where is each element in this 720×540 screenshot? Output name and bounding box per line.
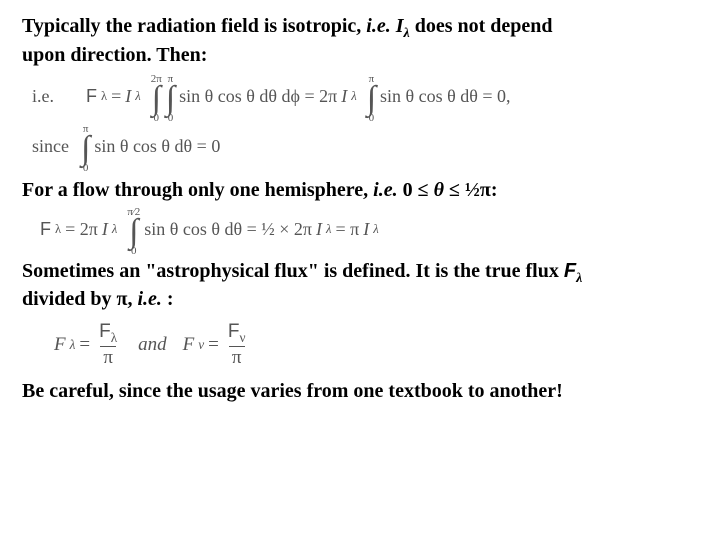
hemisphere-text: For a flow through only one hemisphere, … — [22, 178, 698, 203]
intro-part2: upon direction. Then: — [22, 44, 207, 66]
eq1-int1: 2π∫0 — [151, 74, 162, 120]
equation-1: i.e. Fλ = Iλ 2π∫0 π∫0 sin θ cos θ dθ dϕ … — [32, 74, 698, 120]
intro-text: Typically the radiation field is isotrop… — [22, 14, 698, 68]
eq2-body: π∫0 sin θ cos θ dθ = 0 — [81, 124, 220, 170]
eq2-int: π∫0 — [81, 124, 90, 170]
eq1-int2: π∫0 — [166, 74, 175, 120]
eq1-body: Fλ = Iλ 2π∫0 π∫0 sin θ cos θ dθ dϕ = 2π … — [86, 74, 511, 120]
intro-part1b: does not depend — [410, 15, 553, 37]
equation-3: Fλ = 2π Iλ π⁄2∫0 sin θ cos θ dθ = ½ × 2π… — [40, 207, 698, 253]
eq1-lead: i.e. — [32, 86, 54, 107]
intro-part1: Typically the radiation field is isotrop… — [22, 15, 366, 37]
eq4-frac1: Fλ π — [96, 322, 120, 368]
equation-4: Fλ = Fλ π and Fν = Fν π — [54, 322, 698, 368]
equation-2: since π∫0 sin θ cos θ dθ = 0 — [32, 124, 698, 170]
eq1-Fsub: λ — [101, 89, 107, 104]
eq2-lead: since — [32, 136, 69, 157]
eq3-int: π⁄2∫0 — [127, 207, 140, 253]
careful-text: Be careful, since the usage varies from … — [22, 380, 698, 403]
eq4-frac2: Fν π — [225, 322, 249, 368]
eq1-int3: π∫0 — [367, 74, 376, 120]
intro-Isym: I — [396, 15, 404, 37]
eq4-right: Fν = Fν π — [183, 322, 251, 368]
eq4-left: Fλ = Fλ π — [54, 322, 122, 368]
eq4-and: and — [138, 334, 167, 356]
eq1-F: F — [86, 86, 97, 107]
intro-ie: i.e. — [366, 15, 390, 37]
astro-text: Sometimes an "astrophysical flux" is def… — [22, 259, 698, 313]
eq3-body: Fλ = 2π Iλ π⁄2∫0 sin θ cos θ dθ = ½ × 2π… — [40, 207, 379, 253]
